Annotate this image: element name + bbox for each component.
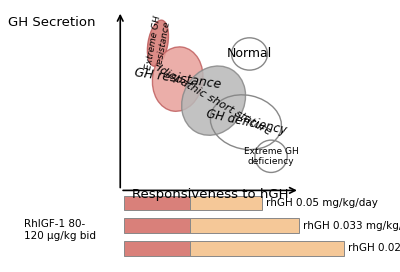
- Text: RhIGF-1 80-
120 μg/kg bid: RhIGF-1 80- 120 μg/kg bid: [24, 219, 96, 241]
- Text: Extreme GH
resistance: Extreme GH resistance: [144, 14, 172, 72]
- Text: rhGH 0.02 mg/kg/day: rhGH 0.02 mg/kg/day: [348, 243, 400, 254]
- Text: Responsiveness to hGH: Responsiveness to hGH: [132, 188, 288, 201]
- Bar: [190, 241, 344, 256]
- Ellipse shape: [148, 20, 168, 66]
- Bar: [190, 218, 299, 233]
- Text: GH resistance: GH resistance: [134, 67, 222, 92]
- Text: Extreme GH
deficiency: Extreme GH deficiency: [244, 147, 298, 166]
- Text: Idiopathic short stature: Idiopathic short stature: [155, 64, 272, 138]
- Text: GH deficiency: GH deficiency: [204, 107, 287, 137]
- Text: rhGH 0.05 mg/kg/day: rhGH 0.05 mg/kg/day: [266, 198, 378, 208]
- Text: Normal: Normal: [227, 48, 272, 60]
- Bar: [124, 241, 190, 256]
- Text: rhGH 0.033 mg/kg/day: rhGH 0.033 mg/kg/day: [303, 221, 400, 231]
- Ellipse shape: [182, 66, 246, 135]
- Bar: [190, 196, 262, 210]
- Bar: [124, 196, 190, 210]
- Ellipse shape: [152, 47, 203, 111]
- Text: GH Secretion: GH Secretion: [8, 16, 96, 29]
- Bar: [124, 218, 190, 233]
